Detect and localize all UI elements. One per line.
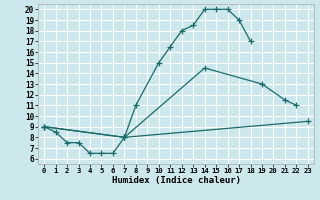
X-axis label: Humidex (Indice chaleur): Humidex (Indice chaleur) — [111, 176, 241, 185]
